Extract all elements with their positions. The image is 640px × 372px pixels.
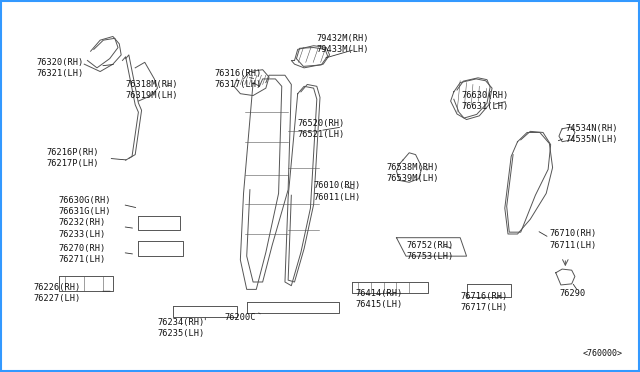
Text: 76630G(RH)
76631G(LH): 76630G(RH) 76631G(LH) — [59, 196, 111, 217]
Text: 76716(RH)
76717(LH): 76716(RH) 76717(LH) — [460, 292, 508, 312]
Text: 74534N(RH)
74535N(LH): 74534N(RH) 74535N(LH) — [565, 124, 618, 144]
Text: 76290: 76290 — [559, 289, 585, 298]
Text: 76316(RH)
76317(LH): 76316(RH) 76317(LH) — [215, 69, 262, 89]
Text: 76320(RH)
76321(LH): 76320(RH) 76321(LH) — [36, 58, 84, 78]
Text: 76752(RH)
76753(LH): 76752(RH) 76753(LH) — [406, 241, 453, 261]
Text: 79432M(RH)
79433M(LH): 79432M(RH) 79433M(LH) — [317, 34, 369, 54]
Text: 76318M(RH)
76319M(LH): 76318M(RH) 76319M(LH) — [125, 80, 178, 100]
Text: 76234(RH)
76235(LH): 76234(RH) 76235(LH) — [157, 318, 205, 338]
Text: 76232(RH)
76233(LH): 76232(RH) 76233(LH) — [59, 218, 106, 238]
Text: 76538M(RH)
76539M(LH): 76538M(RH) 76539M(LH) — [387, 163, 440, 183]
Text: 76710(RH)
76711(LH): 76710(RH) 76711(LH) — [549, 230, 596, 250]
Text: 76226(RH)
76227(LH): 76226(RH) 76227(LH) — [33, 283, 81, 303]
Text: 76414(RH)
76415(LH): 76414(RH) 76415(LH) — [355, 289, 403, 309]
Text: 76270(RH)
76271(LH): 76270(RH) 76271(LH) — [59, 244, 106, 264]
Text: 76520(RH)
76521(LH): 76520(RH) 76521(LH) — [298, 119, 345, 139]
Text: <760000>: <760000> — [582, 350, 623, 359]
Text: 76216P(RH)
76217P(LH): 76216P(RH) 76217P(LH) — [46, 148, 99, 169]
Text: 76630(RH)
76631(LH): 76630(RH) 76631(LH) — [461, 91, 509, 111]
Text: 76200C: 76200C — [225, 312, 256, 321]
Text: 76010(RH)
76011(LH): 76010(RH) 76011(LH) — [314, 182, 361, 202]
